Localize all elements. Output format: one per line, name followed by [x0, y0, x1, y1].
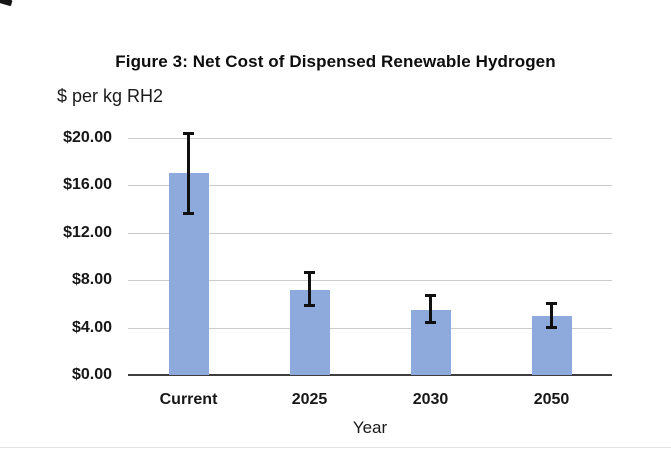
chart-title: Figure 3: Net Cost of Dispensed Renewabl… [115, 52, 556, 71]
x-axis-line [128, 374, 612, 376]
error-bar-2030 [429, 295, 432, 323]
gridline-12 [128, 232, 612, 234]
x-tick-label-2030: 2030 [412, 391, 449, 408]
x-tick-label-2025: 2025 [291, 391, 328, 408]
x-tick-label-current: Current [159, 391, 218, 408]
error-cap-top-2025 [304, 270, 315, 274]
x-axis-title: Year [352, 418, 388, 437]
x-tick-label-2050: 2050 [533, 391, 570, 408]
error-cap-bottom-current [183, 211, 194, 215]
gridline-20 [128, 137, 612, 139]
gridline-4 [128, 327, 612, 329]
y-tick-label: $20.00 [63, 128, 112, 146]
error-bar-current [187, 132, 190, 214]
figure-bottom-edge [0, 447, 671, 448]
error-cap-bottom-2025 [304, 304, 315, 308]
error-bar-2025 [308, 271, 311, 307]
error-cap-top-2050 [546, 301, 557, 305]
y-axis-title: $ per kg RH2 [57, 86, 164, 106]
error-cap-bottom-2050 [546, 325, 557, 329]
error-cap-top-2030 [425, 294, 436, 298]
y-tick-label: $0.00 [71, 366, 112, 383]
gridline-16 [128, 185, 612, 186]
error-cap-top-current [183, 131, 194, 135]
y-tick-label: $4.00 [71, 318, 112, 336]
y-tick-label: $16.00 [63, 176, 112, 193]
error-bar-2050 [550, 302, 553, 328]
gridline-8 [128, 280, 612, 281]
error-cap-bottom-2030 [425, 320, 436, 324]
y-tick-label: $8.00 [71, 271, 112, 288]
y-tick-label: $12.00 [63, 223, 112, 241]
